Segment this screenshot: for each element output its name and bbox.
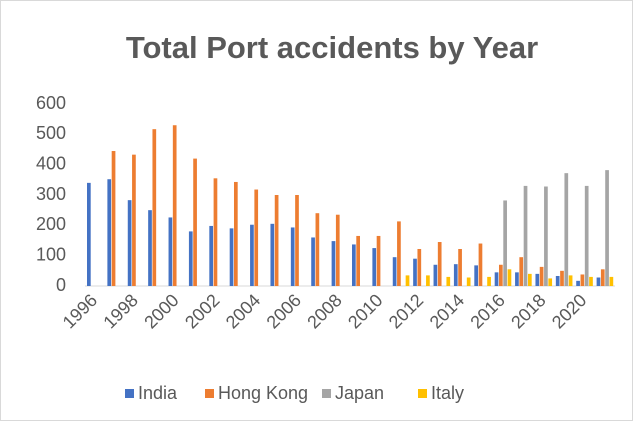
bar	[229, 228, 234, 286]
bar	[576, 280, 580, 286]
bar	[168, 217, 173, 286]
bar	[580, 274, 585, 286]
bar	[519, 257, 524, 286]
y-tick-label: 200	[36, 214, 66, 234]
bar	[535, 273, 540, 286]
bar	[356, 235, 360, 286]
bar	[466, 277, 471, 286]
bar	[523, 185, 528, 286]
bar	[209, 225, 214, 286]
bar	[107, 179, 112, 286]
bar	[458, 248, 462, 286]
bar	[335, 214, 340, 286]
bar	[315, 213, 320, 286]
bar	[397, 221, 401, 286]
bar	[352, 244, 356, 286]
bar	[331, 241, 336, 286]
bar	[487, 276, 491, 286]
legend-label: Italy	[431, 383, 464, 403]
bar	[188, 231, 193, 286]
bar	[405, 275, 410, 286]
bar	[589, 276, 593, 286]
y-tick-label: 600	[36, 93, 66, 113]
bar	[172, 125, 177, 286]
legend-swatch	[322, 389, 331, 398]
bar	[498, 264, 503, 286]
bar	[503, 200, 507, 286]
bar	[560, 270, 564, 286]
bar	[539, 266, 544, 286]
bar	[605, 170, 609, 286]
bar	[564, 173, 569, 286]
bar	[392, 257, 397, 286]
bar	[290, 227, 295, 286]
legend-label: India	[138, 383, 178, 403]
bar	[254, 189, 259, 286]
y-tick-label: 300	[36, 184, 66, 204]
bar	[568, 275, 573, 286]
bar	[87, 182, 91, 286]
bar	[474, 265, 479, 286]
y-tick-label: 100	[36, 244, 66, 264]
bar	[584, 185, 589, 286]
bar	[548, 278, 553, 286]
bar	[111, 151, 116, 286]
bar	[311, 237, 315, 286]
bar	[132, 154, 136, 286]
y-tick-label: 400	[36, 153, 66, 173]
bar	[295, 195, 299, 286]
bar	[193, 158, 197, 286]
bar	[453, 264, 458, 286]
bar	[544, 186, 548, 286]
bar	[413, 258, 417, 286]
bar	[494, 272, 499, 286]
bar	[426, 275, 430, 286]
bar	[127, 200, 132, 286]
y-tick-label: 500	[36, 123, 66, 143]
bar	[233, 181, 238, 286]
bar	[478, 243, 483, 286]
bar	[250, 224, 254, 286]
bar	[372, 248, 377, 286]
bar	[376, 235, 381, 286]
bar	[609, 276, 614, 286]
bar	[527, 273, 532, 286]
bar	[417, 248, 422, 286]
legend-label: Japan	[335, 383, 384, 403]
bar	[270, 223, 275, 286]
bar	[555, 275, 560, 286]
bar	[213, 178, 218, 286]
bar	[600, 269, 605, 286]
bar	[274, 195, 279, 286]
bar	[148, 210, 152, 286]
bar	[433, 264, 438, 286]
bar	[446, 276, 451, 286]
legend-label: Hong Kong	[218, 383, 308, 403]
legend-swatch	[125, 389, 134, 398]
bar	[596, 277, 601, 286]
y-tick-label: 0	[56, 275, 66, 295]
bar	[152, 129, 157, 286]
bar	[507, 269, 512, 286]
legend-swatch	[205, 389, 214, 398]
chart-title: Total Port accidents by Year	[126, 30, 538, 65]
bar	[437, 242, 442, 286]
bar	[515, 272, 519, 286]
legend-swatch	[418, 389, 427, 398]
